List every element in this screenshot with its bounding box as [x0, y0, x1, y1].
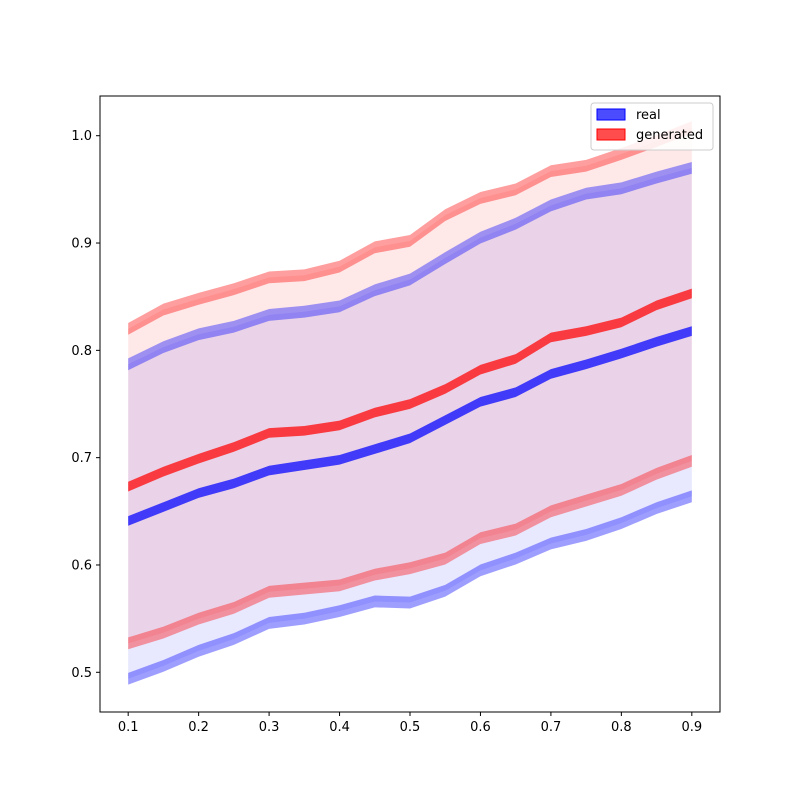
real-lower-bound: [128, 490, 692, 685]
band-generated: [128, 127, 692, 644]
x-tick-label: 0.3: [259, 720, 280, 735]
legend-swatch-real: [596, 108, 626, 121]
x-tick-label: 0.9: [681, 720, 702, 735]
y-tick-label: 1.0: [71, 129, 92, 144]
real-mean-line: [128, 326, 692, 526]
x-tick-label: 0.1: [118, 720, 139, 735]
legend-label-real: real: [636, 108, 661, 123]
band-real: [128, 167, 692, 679]
band-boundaries: [128, 121, 692, 685]
y-tick-label: 0.9: [71, 237, 92, 252]
x-tick-label: 0.2: [188, 720, 209, 735]
y-tick-label: 0.7: [71, 451, 92, 466]
y-axis-ticks: 0.5 0.6 0.7 0.8 0.9 1.0: [71, 129, 100, 681]
x-tick-label: 0.4: [329, 720, 350, 735]
x-tick-label: 0.7: [541, 720, 562, 735]
x-axis-ticks: 0.1 0.2 0.3 0.4 0.5 0.6 0.7 0.8 0.9: [118, 712, 702, 735]
mean-lines: [128, 288, 692, 526]
band-fills: [128, 127, 692, 679]
generated-upper-bound: [128, 121, 692, 335]
y-tick-label: 0.6: [71, 558, 92, 573]
x-tick-label: 0.6: [470, 720, 491, 735]
real-upper-bound: [128, 162, 692, 371]
legend: real generated: [590, 102, 714, 151]
legend-label-generated: generated: [636, 128, 703, 143]
y-tick-label: 0.8: [71, 344, 92, 359]
x-tick-label: 0.8: [611, 720, 632, 735]
generated-lower-bound: [128, 454, 692, 650]
generated-mean-line: [128, 288, 692, 492]
legend-swatch-generated: [596, 128, 626, 141]
x-tick-label: 0.5: [400, 720, 421, 735]
y-tick-label: 0.5: [71, 666, 92, 681]
